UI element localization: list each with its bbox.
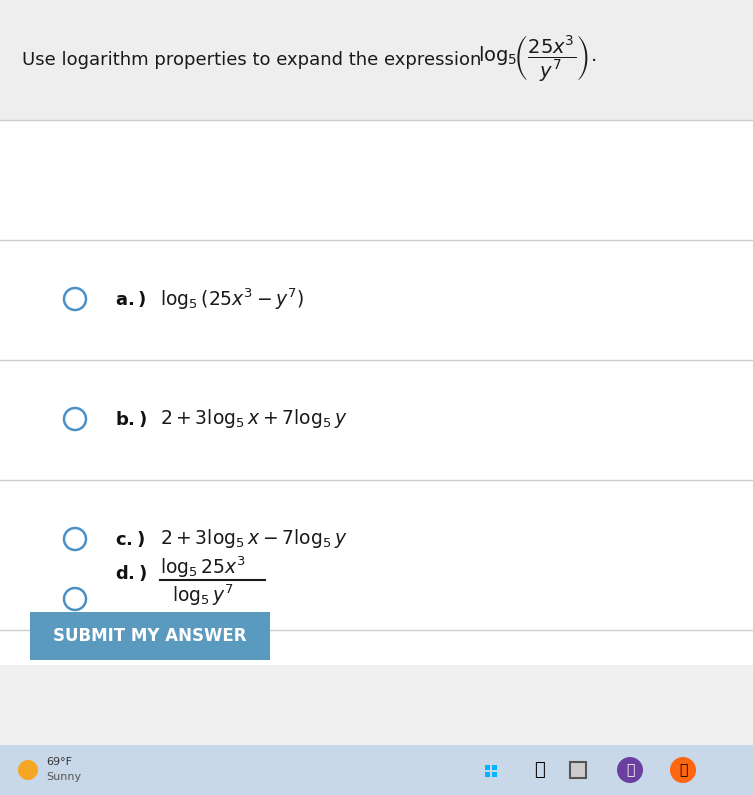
Text: $2+3\log_5x-7\log_5y$: $2+3\log_5x-7\log_5y$ [160,528,348,550]
Circle shape [617,757,643,783]
FancyBboxPatch shape [570,762,586,778]
Text: $\mathbf{d.)}$: $\mathbf{d.)}$ [115,563,147,583]
Circle shape [18,760,38,780]
FancyBboxPatch shape [0,0,753,120]
Text: Use logarithm properties to expand the expression: Use logarithm properties to expand the e… [22,51,487,69]
Text: $\mathrm{log}_5\!\left(\dfrac{25x^3}{y^7}\right).$: $\mathrm{log}_5\!\left(\dfrac{25x^3}{y^7… [478,33,596,83]
FancyBboxPatch shape [0,745,753,795]
Text: 69°F: 69°F [46,757,72,767]
Text: $\log_5y^7$: $\log_5y^7$ [172,582,234,607]
Text: $\mathbf{a.)}$: $\mathbf{a.)}$ [115,289,146,309]
Circle shape [670,757,696,783]
FancyBboxPatch shape [492,765,497,770]
Text: $\mathbf{b.)}$: $\mathbf{b.)}$ [115,409,147,429]
Text: $\log_5(25x^3-y^7)$: $\log_5(25x^3-y^7)$ [160,286,304,312]
FancyBboxPatch shape [485,765,490,770]
Text: 🦊: 🦊 [678,763,687,777]
FancyBboxPatch shape [0,120,753,665]
Text: 🔍: 🔍 [535,761,545,779]
Text: $\mathbf{c.)}$: $\mathbf{c.)}$ [115,529,145,549]
Text: Sunny: Sunny [46,772,81,782]
FancyBboxPatch shape [30,612,270,660]
Text: SUBMIT MY ANSWER: SUBMIT MY ANSWER [53,627,247,645]
Text: 📹: 📹 [626,763,634,777]
Text: $\log_525x^3$: $\log_525x^3$ [160,554,245,580]
Text: $2+3\log_5x+7\log_5y$: $2+3\log_5x+7\log_5y$ [160,408,348,431]
FancyBboxPatch shape [485,772,490,777]
FancyBboxPatch shape [492,772,497,777]
